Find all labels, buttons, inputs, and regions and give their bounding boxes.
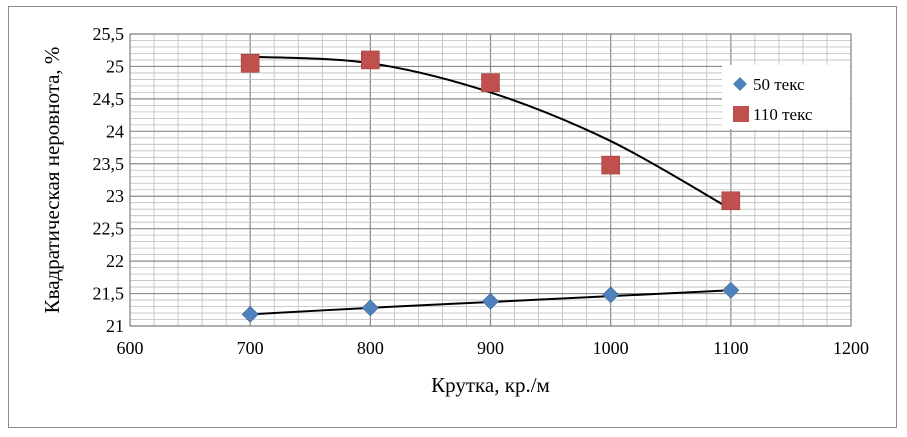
y-axis-title: Квадратическая неровнота, % bbox=[40, 47, 64, 314]
y-tick-label: 21 bbox=[106, 316, 124, 336]
data-point-square bbox=[240, 53, 260, 73]
legend-marker-diamond bbox=[733, 77, 747, 91]
x-tick-label: 1100 bbox=[713, 338, 748, 358]
legend-label: 110 текс bbox=[753, 105, 813, 124]
x-tick-label: 900 bbox=[477, 338, 504, 358]
x-tick-label: 1200 bbox=[833, 338, 869, 358]
data-point-diamond bbox=[241, 305, 259, 323]
data-point-diamond bbox=[722, 281, 740, 299]
data-point-square bbox=[601, 155, 620, 175]
y-tick-label: 25,5 bbox=[93, 24, 125, 44]
data-point-square bbox=[361, 50, 380, 70]
data-point-diamond bbox=[361, 299, 379, 317]
x-tick-label: 600 bbox=[117, 338, 144, 358]
plot-area bbox=[129, 33, 852, 327]
y-tick-label: 24 bbox=[106, 121, 124, 141]
data-point-diamond bbox=[482, 292, 499, 310]
y-tick-label: 23 bbox=[106, 186, 124, 206]
y-tick-label: 24,5 bbox=[93, 89, 125, 109]
data-point-square bbox=[721, 191, 741, 211]
y-tick-label: 22,5 bbox=[93, 219, 125, 239]
y-tick-labels: 21 21,5 22 22,5 23 23,5 24 24,5 25 25,5 bbox=[93, 24, 125, 336]
x-tick-label: 1000 bbox=[593, 338, 629, 358]
x-tick-label: 700 bbox=[237, 338, 264, 358]
data-markers bbox=[240, 50, 741, 323]
data-point-square bbox=[481, 73, 500, 92]
legend: 50 текс 110 текс bbox=[722, 65, 850, 129]
legend-label: 50 текс bbox=[753, 75, 805, 94]
y-tick-label: 25 bbox=[106, 56, 124, 76]
y-tick-label: 22 bbox=[106, 251, 124, 271]
y-tick-label: 23,5 bbox=[93, 154, 125, 174]
data-point-diamond bbox=[602, 286, 620, 304]
y-tick-label: 21,5 bbox=[93, 284, 125, 304]
legend-marker-square bbox=[733, 106, 749, 122]
trendline-series-2 bbox=[250, 55, 732, 211]
x-axis-title: Крутка, кр./м bbox=[431, 373, 550, 397]
x-tick-label: 800 bbox=[357, 338, 384, 358]
x-tick-labels: 600 700 800 900 1000 1100 1200 bbox=[117, 338, 870, 358]
